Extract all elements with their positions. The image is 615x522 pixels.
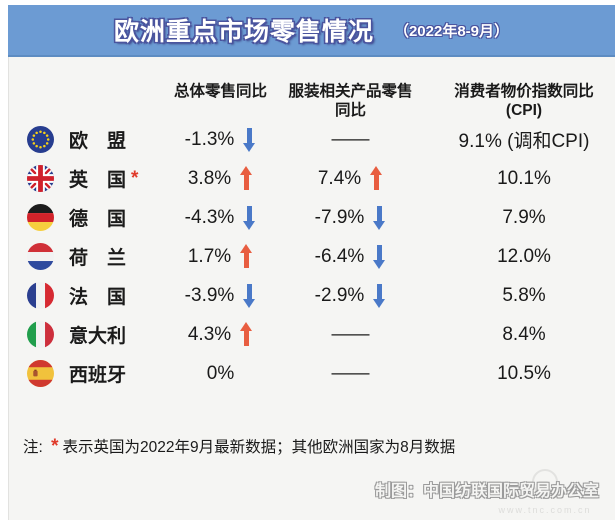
cpi-cell: 9.1% (调和CPI) (458, 131, 590, 153)
trend-arrow (373, 244, 386, 270)
cpi-cell: 10.5% (497, 362, 551, 384)
retail-cell: 0% (206, 362, 235, 384)
table-row: 意大利 4.3% —— 8.4% (9, 315, 615, 354)
table-area: 总体零售同比 服装相关产品零售 同比 消费者物价指数同比 (CPI) 欧 盟 -… (8, 57, 615, 520)
apparel-cell: 7.4% (268, 166, 433, 191)
title-bar: 欧洲重点市场零售情况 （2022年8-9月） (8, 5, 615, 57)
trend-arrow (243, 283, 256, 309)
flag-germany-icon (27, 204, 69, 232)
country-name: 英 国 (69, 170, 127, 192)
retail-cell: 3.8% (173, 166, 268, 191)
trend-arrow (240, 244, 253, 269)
trend-arrow (370, 166, 383, 191)
table-row: 法 国 -3.9% -2.9% 5.8% (9, 276, 615, 315)
apparel-cell: —— (331, 362, 370, 384)
table-row: 欧 盟 -1.3% —— 9.1% (调和CPI) (9, 120, 615, 159)
trend-arrow (243, 205, 256, 231)
apparel-cell: —— (331, 323, 370, 345)
retail-cell: 1.7% (173, 244, 268, 269)
credit-line: 制图：中国纺联国际贸易办公室 (374, 483, 599, 500)
flag-france-icon (27, 282, 69, 310)
table-row: 英 国 * 3.8% 7.4% 10.1% (9, 159, 615, 198)
col-header-apparel: 服装相关产品零售 同比 (288, 83, 413, 119)
country-name: 法 国 (69, 287, 127, 309)
country-name: 荷 兰 (69, 248, 127, 270)
flag-uk-icon (27, 165, 69, 193)
country-name: 意大利 (69, 326, 127, 348)
retail-cell: -1.3% (173, 127, 268, 153)
trend-arrow (373, 205, 386, 231)
trend-arrow (240, 322, 253, 347)
footnote-mark: * (131, 167, 139, 189)
retail-cell: -4.3% (173, 205, 268, 231)
flag-spain-icon (27, 360, 69, 388)
country-name: 西班牙 (69, 365, 127, 387)
table-row: 德 国 -4.3% -7.9% 7.9% (9, 198, 615, 237)
flag-eu-icon (27, 126, 69, 154)
table-row: 荷 兰 1.7% -6.4% 12.0% (9, 237, 615, 276)
col-header-cpi: 消费者物价指数同比 (CPI) (454, 83, 594, 119)
cpi-cell: 5.8% (502, 284, 546, 306)
cpi-cell: 10.1% (497, 167, 551, 189)
cpi-cell: 8.4% (502, 323, 546, 345)
cpi-cell: 12.0% (497, 245, 551, 267)
column-headers: 总体零售同比 服装相关产品零售 同比 消费者物价指数同比 (CPI) (9, 57, 615, 120)
country-name: 欧 盟 (69, 131, 127, 153)
trend-arrow (240, 166, 253, 191)
apparel-cell: -2.9% (268, 283, 433, 309)
page-title: 欧洲重点市场零售情况 (113, 18, 374, 46)
apparel-cell: -6.4% (268, 244, 433, 270)
country-name: 德 国 (69, 209, 127, 231)
col-header-retail: 总体零售同比 (173, 83, 267, 100)
retail-cell: 4.3% (173, 322, 268, 347)
apparel-cell: —— (331, 128, 370, 150)
apparel-cell: -7.9% (268, 205, 433, 231)
cpi-cell: 7.9% (502, 206, 546, 228)
trend-arrow (243, 127, 256, 153)
retail-cell: -3.9% (173, 283, 268, 309)
infographic: 欧洲重点市场零售情况 （2022年8-9月） 总体零售同比 服装相关产品零售 同… (8, 5, 615, 522)
trend-arrow (373, 283, 386, 309)
flag-netherlands-icon (27, 243, 69, 271)
table-row: 西班牙 0% —— 10.5% (9, 354, 615, 393)
footnote-mark: * (51, 436, 59, 457)
title-period: （2022年8-9月） (393, 22, 510, 40)
flag-italy-icon (27, 321, 69, 349)
footnote: 注: * 表示英国为2022年9月最新数据；其他欧洲国家为8月数据 (23, 436, 456, 457)
